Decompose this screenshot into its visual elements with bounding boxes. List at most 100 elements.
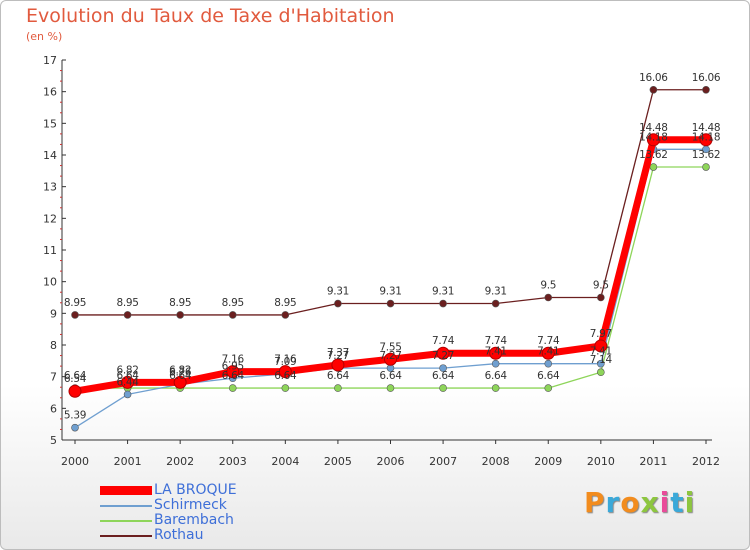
data-point bbox=[334, 384, 342, 392]
x-tick-label: 2007 bbox=[429, 455, 457, 468]
data-label: 7.16 bbox=[274, 354, 297, 366]
x-tick-label: 2004 bbox=[271, 455, 299, 468]
legend-label: Schirmeck bbox=[154, 497, 227, 513]
legend-swatch bbox=[100, 505, 152, 507]
data-point bbox=[386, 384, 395, 392]
data-point bbox=[544, 384, 553, 392]
data-label: 6.95 bbox=[222, 360, 244, 372]
data-point bbox=[491, 359, 500, 368]
data-point bbox=[331, 358, 345, 372]
data-label: 6.82 bbox=[116, 364, 138, 376]
data-point bbox=[699, 133, 713, 147]
data-label: 13.62 bbox=[639, 149, 668, 161]
data-point bbox=[597, 359, 605, 368]
y-tick-label: 14 bbox=[43, 149, 57, 162]
data-point bbox=[491, 384, 500, 392]
data-label: 8.95 bbox=[116, 297, 138, 309]
data-point bbox=[228, 311, 237, 319]
data-label: 14.48 bbox=[639, 122, 668, 134]
chart-title: Evolution du Taux de Taxe d'Habitation bbox=[26, 5, 395, 27]
data-label: 9.31 bbox=[432, 286, 454, 298]
data-label: 16.06 bbox=[639, 72, 668, 84]
x-tick-label: 2002 bbox=[166, 455, 194, 468]
y-tick-label: 7 bbox=[50, 371, 57, 384]
data-label: 8.95 bbox=[274, 297, 296, 309]
y-tick-label: 17 bbox=[43, 54, 57, 67]
data-label: 7.41 bbox=[485, 346, 507, 358]
data-point bbox=[384, 352, 397, 366]
y-tick-label: 11 bbox=[43, 244, 57, 257]
legend-label: Rothau bbox=[154, 527, 204, 543]
y-tick-label: 15 bbox=[43, 117, 57, 130]
data-label: 6.64 bbox=[116, 370, 139, 382]
data-point bbox=[176, 311, 184, 319]
x-tick-label: 2009 bbox=[534, 455, 562, 468]
data-label: 7.74 bbox=[537, 335, 560, 347]
data-label: 14.18 bbox=[639, 131, 668, 143]
data-label: 6.76 bbox=[169, 366, 192, 378]
data-label: 6.64 bbox=[274, 370, 297, 382]
data-label: 7.97 bbox=[590, 328, 612, 340]
data-point bbox=[121, 375, 135, 389]
legend-label: Barembach bbox=[154, 512, 234, 528]
data-point bbox=[649, 163, 658, 171]
data-label: 7.14 bbox=[590, 354, 613, 366]
data-point bbox=[281, 311, 290, 319]
data-label: 9.31 bbox=[379, 286, 401, 298]
data-label: 7.74 bbox=[485, 335, 508, 347]
data-label: 6.64 bbox=[64, 370, 87, 382]
data-point bbox=[278, 365, 292, 379]
data-point bbox=[386, 299, 395, 308]
y-tick-label: 6 bbox=[50, 402, 57, 415]
data-label: 6.64 bbox=[169, 370, 192, 382]
data-label: 6.64 bbox=[485, 370, 508, 382]
data-label: 6.64 bbox=[222, 370, 245, 382]
data-point bbox=[544, 293, 553, 302]
x-tick-label: 2006 bbox=[377, 455, 405, 468]
data-point bbox=[702, 163, 710, 171]
data-label: 6.82 bbox=[169, 364, 191, 376]
data-label: 9.5 bbox=[593, 280, 609, 292]
data-point bbox=[491, 299, 500, 308]
data-point bbox=[436, 346, 450, 360]
data-point bbox=[281, 384, 290, 392]
y-tick-label: 13 bbox=[43, 181, 57, 194]
x-tick-label: 2001 bbox=[114, 455, 142, 468]
data-label: 8.95 bbox=[64, 297, 86, 309]
data-label: 9.5 bbox=[540, 280, 556, 292]
data-point bbox=[489, 346, 503, 360]
data-label: 5.39 bbox=[64, 410, 86, 422]
legend-swatch bbox=[100, 486, 152, 495]
legend-swatch bbox=[100, 535, 152, 537]
data-label: 7.55 bbox=[379, 341, 401, 353]
data-label: 9.31 bbox=[327, 286, 349, 298]
data-label: 7.27 bbox=[327, 350, 349, 362]
x-tick-label: 2011 bbox=[639, 455, 667, 468]
x-tick-label: 2005 bbox=[324, 455, 352, 468]
data-label: 6.54 bbox=[64, 373, 87, 385]
data-point bbox=[71, 311, 79, 319]
data-label: 13.62 bbox=[692, 149, 721, 161]
data-point bbox=[646, 133, 660, 147]
data-point bbox=[544, 359, 553, 368]
data-label: 7.74 bbox=[432, 335, 455, 347]
data-point bbox=[123, 311, 132, 319]
series-line bbox=[75, 89, 706, 316]
data-label: 6.64 bbox=[432, 370, 455, 382]
y-tick-label: 5 bbox=[50, 434, 57, 447]
data-label: 6.64 bbox=[379, 370, 402, 382]
data-label: 8.95 bbox=[169, 297, 191, 309]
data-label: 7.41 bbox=[590, 346, 612, 358]
data-label: 6.44 bbox=[116, 376, 139, 388]
data-label: 7.27 bbox=[432, 350, 454, 362]
data-label: 16.06 bbox=[692, 72, 721, 84]
data-point bbox=[228, 384, 237, 392]
y-tick-label: 8 bbox=[50, 339, 57, 352]
x-tick-label: 2003 bbox=[219, 455, 247, 468]
y-tick-label: 9 bbox=[50, 307, 57, 320]
x-tick-label: 2010 bbox=[587, 455, 615, 468]
x-tick-label: 2012 bbox=[692, 455, 720, 468]
y-tick-label: 12 bbox=[43, 212, 57, 225]
